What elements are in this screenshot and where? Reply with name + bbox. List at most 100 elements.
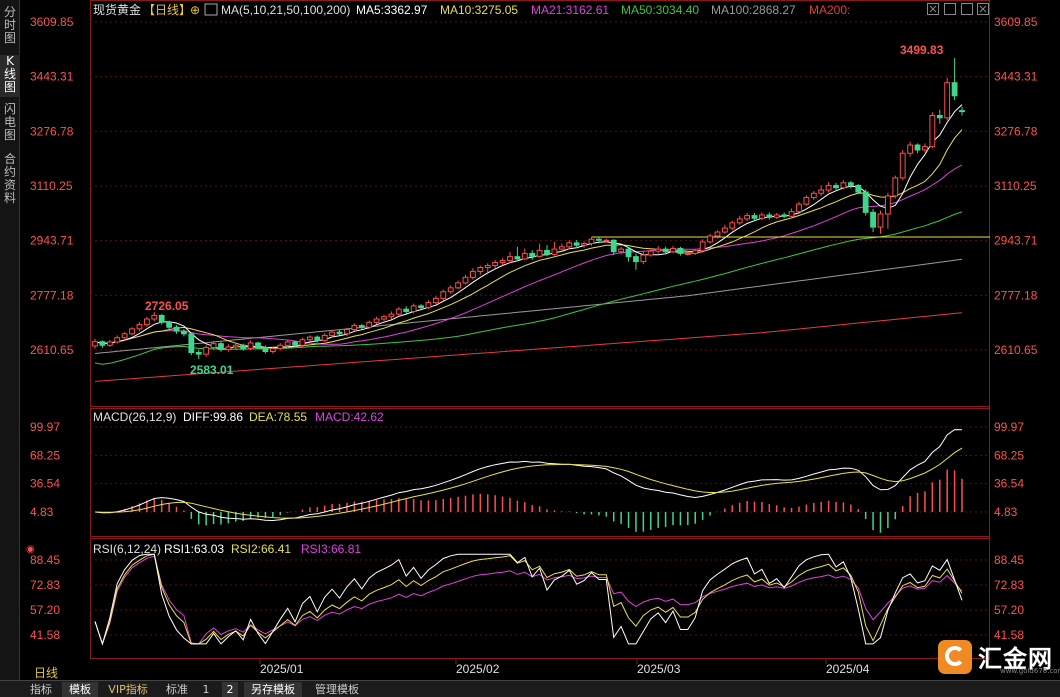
- rsi-settings-icon[interactable]: ◉: [26, 544, 35, 555]
- candle-body: [566, 242, 573, 248]
- rsi2-value: RSI2:66.41: [231, 542, 291, 556]
- rsi1-value: RSI1:63.03: [164, 542, 224, 556]
- candle-body: [114, 337, 121, 343]
- kline-chart[interactable]: 现货黄金 【日线】 ⊕ MA(5,10,21,50,100,200) MA5:3…: [0, 0, 1060, 680]
- candle-body: [166, 321, 173, 328]
- macd-title: MACD(26,12,9): [93, 410, 176, 424]
- candle-body: [447, 287, 454, 293]
- tab-indicators[interactable]: 指标: [30, 683, 52, 696]
- candle-body: [707, 235, 713, 243]
- tab-templates[interactable]: 模板: [62, 682, 98, 697]
- candle-body: [633, 256, 639, 263]
- rsi1-line: [94, 553, 963, 646]
- rsi-tick-left: 88.45: [30, 553, 60, 567]
- macd-tick-left: 4.83: [30, 505, 54, 519]
- candle-body: [99, 341, 106, 346]
- macd-dea: DEA:78.55: [249, 410, 307, 424]
- fullscreen-icon[interactable]: [961, 3, 973, 15]
- macd-legend: MACD(26,12,9) DIFF:99.86 DEA:78.55 MACD:…: [93, 410, 384, 424]
- candle-body: [684, 252, 691, 255]
- candle-body: [92, 341, 98, 347]
- macd-lines: [94, 429, 963, 522]
- macd-histogram: [101, 469, 963, 533]
- candle-body: [366, 321, 373, 328]
- close-icon[interactable]: [977, 3, 989, 15]
- sidebar-tab-timeshare[interactable]: 分时图: [3, 5, 16, 45]
- date-label: 2025/02: [456, 662, 500, 676]
- candle-body: [477, 266, 484, 272]
- ma50-value: MA50:3034.40: [621, 3, 699, 17]
- logo-badge-icon: [938, 640, 972, 674]
- price-tick-right: 3276.78: [994, 124, 1038, 138]
- logo-url: www.gold678.com: [1000, 667, 1060, 675]
- candle-body: [358, 325, 365, 328]
- rsi-tick-right: 88.45: [994, 553, 1024, 567]
- macd-value: MACD:42.62: [315, 410, 384, 424]
- candle-body: [870, 211, 876, 228]
- candle-body: [151, 314, 158, 320]
- macd-tick-left: 36.54: [30, 477, 60, 491]
- candle-body: [521, 252, 528, 260]
- candle-body: [662, 248, 669, 253]
- sidebar-tab-flash[interactable]: 闪电图: [3, 102, 16, 142]
- macd-axis: 99.97 99.97 68.25 68.25 36.54 36.54 4.83 4.83: [30, 420, 1024, 519]
- candle-body: [395, 308, 402, 315]
- restore-icon[interactable]: [944, 3, 956, 15]
- price-tick-left: 3110.25: [30, 179, 73, 193]
- candle-body: [699, 241, 706, 252]
- macd-diff: DIFF:99.86: [183, 410, 243, 424]
- candle-body: [129, 328, 135, 335]
- candle-body: [655, 248, 662, 252]
- candle-body: [959, 110, 965, 113]
- tab-standard[interactable]: 标准: [166, 683, 188, 696]
- ma50-line: [94, 211, 963, 365]
- rsi-lines: [94, 553, 963, 646]
- candle-body: [892, 177, 899, 197]
- macd-tick-left: 99.97: [30, 420, 60, 434]
- candle-body: [810, 192, 817, 199]
- candle-body: [536, 249, 543, 257]
- candle-body: [499, 260, 506, 264]
- price-tick-left: 2777.18: [30, 288, 74, 302]
- candle-body: [670, 247, 676, 253]
- sidebar-tab-contract[interactable]: 合约资料: [3, 152, 16, 205]
- maximize-icon[interactable]: [927, 3, 939, 15]
- date-axis: 2025/01 2025/02 2025/03 2025/04: [259, 658, 870, 676]
- period-label[interactable]: 日线: [34, 666, 59, 680]
- rsi-title: RSI(6,12,24): [93, 542, 161, 556]
- candle-body: [440, 291, 447, 299]
- price-tick-right: 3110.25: [994, 179, 1037, 193]
- lock-icon[interactable]: ⊕: [190, 3, 200, 17]
- rsi-tick-right: 57.20: [994, 603, 1024, 617]
- candle-body: [232, 344, 239, 348]
- price-tick-left: 2943.71: [30, 234, 74, 248]
- ma21-value: MA21:3162.61: [531, 3, 609, 17]
- manage-templates-button[interactable]: 管理模板: [315, 683, 359, 696]
- candle-body: [788, 211, 795, 217]
- price-tick-right: 3609.85: [994, 15, 1038, 29]
- tab-template-2[interactable]: 2: [222, 682, 238, 697]
- candle-body: [847, 182, 854, 186]
- ma-settings-icon[interactable]: [204, 3, 218, 16]
- candle-body: [610, 239, 617, 253]
- candle-body: [218, 343, 224, 351]
- candle-body: [951, 82, 958, 97]
- candle-body: [936, 115, 943, 119]
- candle-body: [544, 249, 550, 255]
- candle-body: [551, 248, 558, 255]
- ma10-line: [94, 129, 963, 349]
- rsi3-value: RSI3:66.81: [301, 542, 361, 556]
- tab-template-1[interactable]: 1: [202, 683, 210, 696]
- candle-body: [736, 218, 743, 224]
- candle-body: [247, 342, 254, 350]
- candle-body: [884, 195, 891, 215]
- macd-dea-line: [94, 447, 963, 519]
- macd-tick-right: 99.97: [994, 420, 1024, 434]
- candles: [92, 58, 965, 360]
- rsi-tick-left: 72.83: [30, 578, 60, 592]
- tab-vip-indicators[interactable]: VIP指标: [108, 683, 148, 696]
- candle-body: [106, 341, 113, 346]
- save-template-button[interactable]: 另存模板: [244, 682, 302, 697]
- candle-body: [640, 254, 647, 263]
